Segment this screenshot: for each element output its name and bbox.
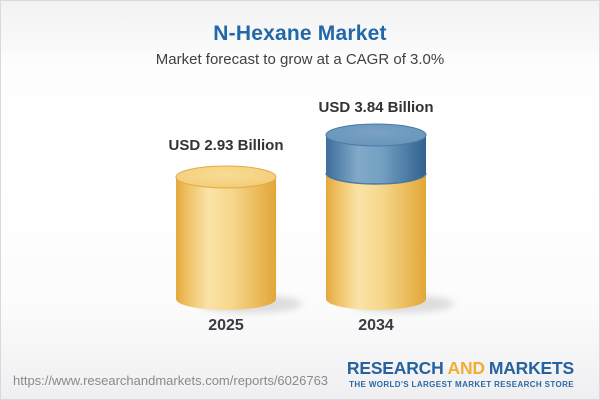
report-url: https://www.researchandmarkets.com/repor… [13, 373, 329, 388]
value-label-2025: USD 2.93 Billion [168, 137, 284, 154]
cylinder-2034-base-segment [326, 173, 426, 310]
cylinder-2034-growth-segment [326, 135, 426, 184]
logo-word-markets: MARKETS [488, 358, 574, 378]
logo-tagline: THE WORLD'S LARGEST MARKET RESEARCH STOR… [349, 379, 574, 389]
logo-wordmark: RESEARCH AND MARKETS [346, 358, 574, 378]
cylinder-2025 [175, 165, 277, 310]
research-and-markets-logo: RESEARCH AND MARKETS THE WORLD'S LARGEST M… [346, 358, 574, 389]
value-label-2034: USD 3.84 Billion [318, 99, 434, 116]
category-label-2025: 2025 [208, 317, 244, 334]
page-title: N-Hexane Market [213, 22, 387, 45]
chart-subtitle: Market forecast to grow at a CAGR of 3.0… [155, 51, 445, 68]
logo-word-research: RESEARCH [346, 358, 444, 378]
category-label-2034: 2034 [358, 317, 394, 334]
logo-word-and: AND [447, 358, 486, 378]
cylinder-2034 [325, 123, 427, 310]
